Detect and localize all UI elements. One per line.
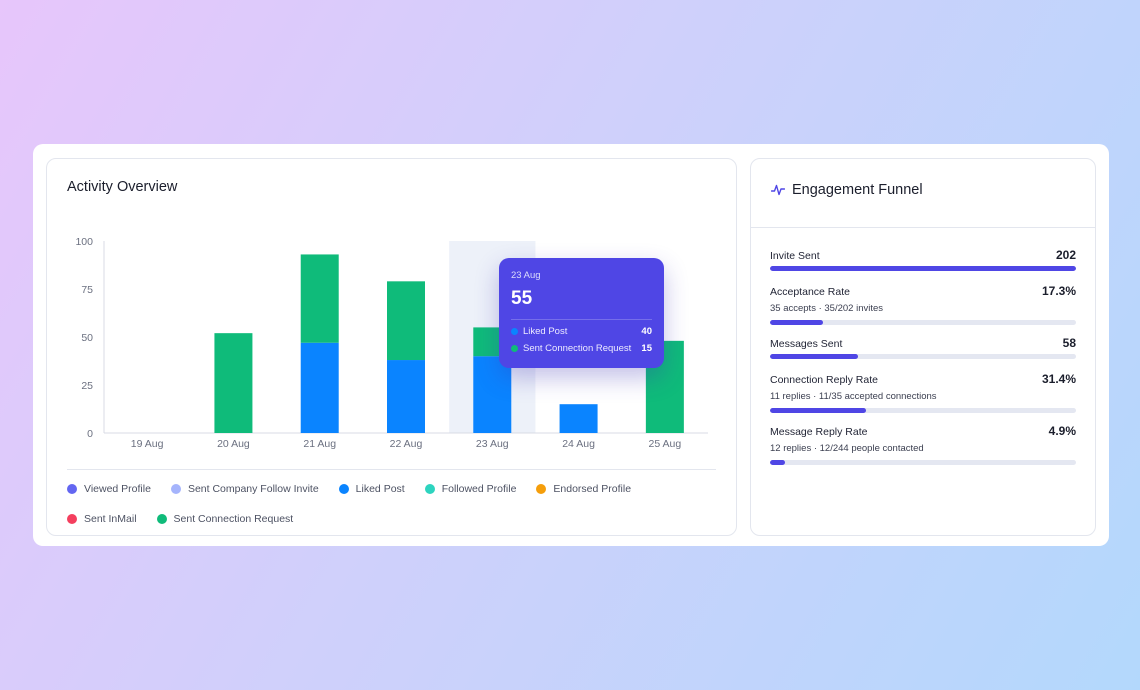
tooltip-row-label: Sent Connection Request [523,343,632,354]
legend-label: Sent Company Follow Invite [187,483,319,495]
legend-label: Followed Profile [441,483,517,495]
metric-bar-fill [770,408,867,413]
metric-value: 31.4% [1041,372,1076,386]
bar-segment [214,333,253,433]
metric-bar [770,320,1076,325]
legend-label: Sent InMail [84,513,137,525]
metric-label: Invite Sent [770,250,820,262]
activity-overview-card: Activity Overview 0 25 50 75 100 19 Aug 20 Aug… [46,158,737,536]
legend-item-followed-profile[interactable]: Followed Profile [424,483,517,495]
legend-dot [536,484,547,494]
metric-label: Messages Sent [770,338,843,350]
legend-divider [67,469,716,470]
y-tick-label: 0 [87,428,93,440]
activity-chart[interactable]: 0 25 50 75 100 19 Aug 20 Aug 21 Aug 22 Aug 23 Aug… [47,159,738,459]
legend-dot [67,484,77,494]
tooltip-date: 23 Aug [511,270,541,281]
bar-segment [387,281,425,361]
x-tick-label: 24 Aug [562,438,595,450]
tooltip-row-dot [511,328,518,335]
funnel-header: Engagement Funnel [751,159,1095,228]
chart-legend: Viewed Profile Sent Company Follow Invit… [67,483,707,525]
metric-value: 202 [1055,248,1076,262]
tooltip-divider [511,319,652,320]
chart-tooltip: 23 Aug 55 Liked Post 40 Sent Connection … [499,258,664,368]
metric-label: Message Reply Rate [770,426,868,438]
metric-sub: 35 accepts · 35/202 invites [770,303,884,314]
tooltip-total: 55 [511,288,533,309]
metric-connection-reply-rate: Connection Reply Rate 31.4% 11 replies ·… [770,372,1076,413]
tooltip-row-dot [511,345,518,352]
metric-value: 58 [1062,336,1076,350]
bar-segment [559,404,598,433]
y-tick-label: 75 [81,284,93,296]
x-tick-label: 23 Aug [476,438,509,450]
legend-label: Sent Connection Request [173,513,294,525]
metric-sub: 11 replies · 11/35 accepted connections [770,391,937,402]
metric-bar-fill [770,460,785,465]
legend-item-viewed-profile[interactable]: Viewed Profile [67,483,151,495]
legend-label: Endorsed Profile [553,483,632,495]
tooltip-row: Sent Connection Request 15 [511,343,652,354]
y-tick-label: 50 [81,332,93,344]
bar-segment [300,342,339,433]
legend-dot [170,484,181,494]
legend-dot [156,514,167,524]
funnel-title: Engagement Funnel [792,182,923,198]
tooltip-row-value: 40 [641,326,652,337]
legend-item-endorsed-profile[interactable]: Endorsed Profile [536,483,631,495]
activity-title: Activity Overview [67,179,178,195]
tooltip-row: Liked Post 40 [511,326,652,337]
tooltip-row-value: 15 [641,343,652,354]
metric-value: 4.9% [1048,424,1076,438]
metric-label: Acceptance Rate [770,286,850,298]
legend-label: Liked Post [355,483,405,495]
metric-bar [770,266,1076,271]
y-tick-label: 100 [75,236,93,248]
metric-value: 17.3% [1041,284,1076,298]
y-tick-label: 25 [81,380,93,392]
bar-segment [473,356,512,433]
bar-segment [300,254,339,343]
legend-dot [338,484,349,494]
x-tick-label: 20 Aug [217,438,250,450]
metric-messages-sent: Messages Sent 58 [770,336,1076,359]
metric-acceptance-rate: Acceptance Rate 17.3% 35 accepts · 35/20… [770,284,1076,325]
pulse-icon [771,184,785,196]
bar-segment [387,360,425,433]
legend-item-sent-inmail[interactable]: Sent InMail [67,513,137,525]
metric-bar [770,408,1076,413]
metric-bar-fill [770,354,858,359]
metric-bar-fill [770,266,1076,271]
metric-sub: 12 replies · 12/244 people contacted [770,443,924,454]
metric-bar [770,460,1076,465]
metric-bar-fill [770,320,823,325]
metric-label: Connection Reply Rate [770,374,878,386]
legend-item-sent-connection-request[interactable]: Sent Connection Request [156,513,294,525]
x-tick-label: 25 Aug [649,438,682,450]
engagement-funnel-card: Engagement Funnel Invite Sent 202 Accept… [750,158,1096,536]
legend-item-liked-post[interactable]: Liked Post [338,483,405,495]
legend-label: Viewed Profile [84,483,151,495]
legend-item-sent-company-follow-invite[interactable]: Sent Company Follow Invite [170,483,319,495]
legend-dot [67,514,77,524]
metric-bar [770,354,1076,359]
x-tick-label: 19 Aug [131,438,164,450]
metric-invite-sent: Invite Sent 202 [770,248,1076,271]
dashboard-panel: Activity Overview 0 25 50 75 100 19 Aug 20 Aug… [33,144,1109,546]
metric-message-reply-rate: Message Reply Rate 4.9% 12 replies · 12/… [770,424,1076,465]
x-tick-label: 21 Aug [303,438,336,450]
x-tick-label: 22 Aug [390,438,423,450]
tooltip-row-label: Liked Post [523,326,568,337]
legend-dot [424,484,435,494]
